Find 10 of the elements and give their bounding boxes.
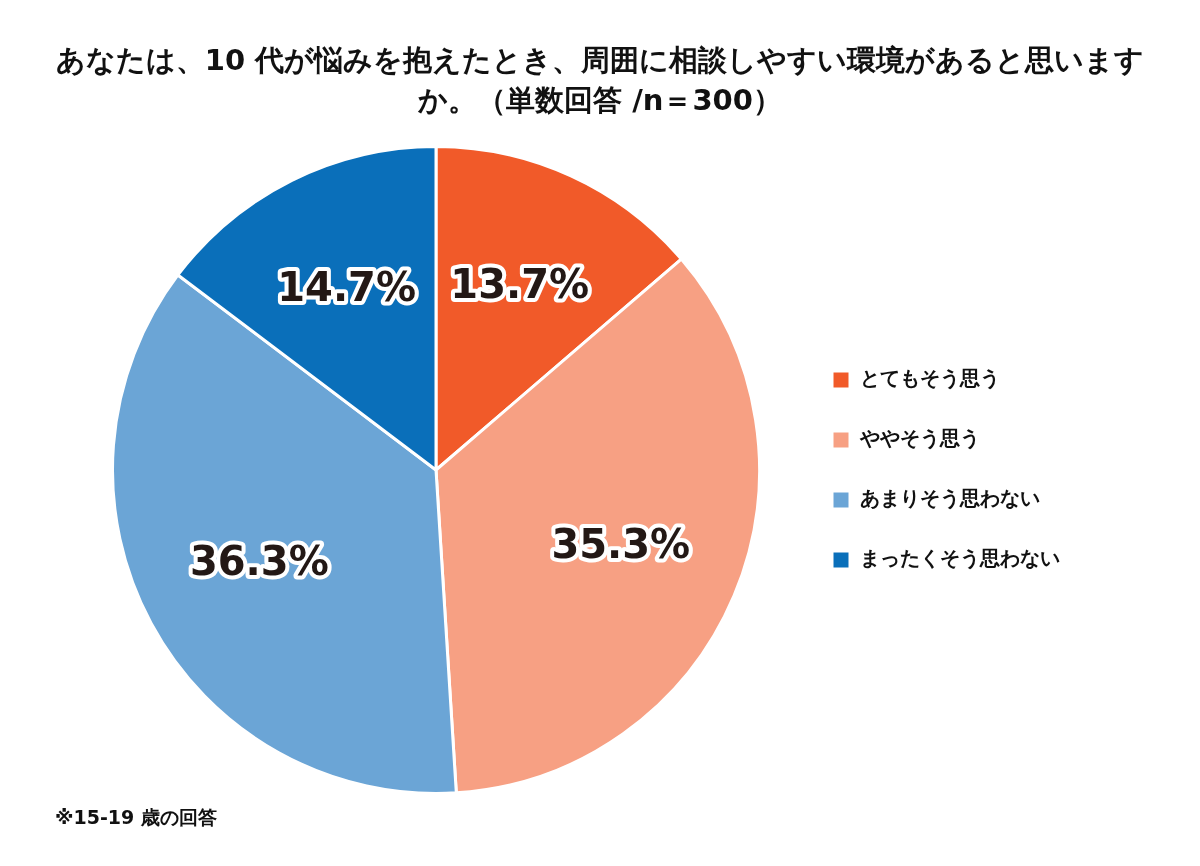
data-label: 35.3% — [551, 521, 691, 568]
text: ※15-19 歳の回答 — [55, 805, 217, 830]
legend-label: ややそう思う — [859, 426, 980, 451]
chart-title: あなたは、10 代が悩みを抱えたとき、周囲に相談しやすい環境があると思いますか。（単数回答 /n＝300） — [54, 42, 1146, 119]
data-label: 36.3% — [189, 538, 329, 585]
legend-label: あまりそう思わない — [860, 486, 1040, 511]
data-label: 13.7% — [450, 261, 590, 308]
legend-label: とてもそう思う — [860, 366, 1000, 391]
data-label: 14.7% — [277, 263, 417, 310]
legend-label: まったくそう思わない — [860, 546, 1060, 571]
